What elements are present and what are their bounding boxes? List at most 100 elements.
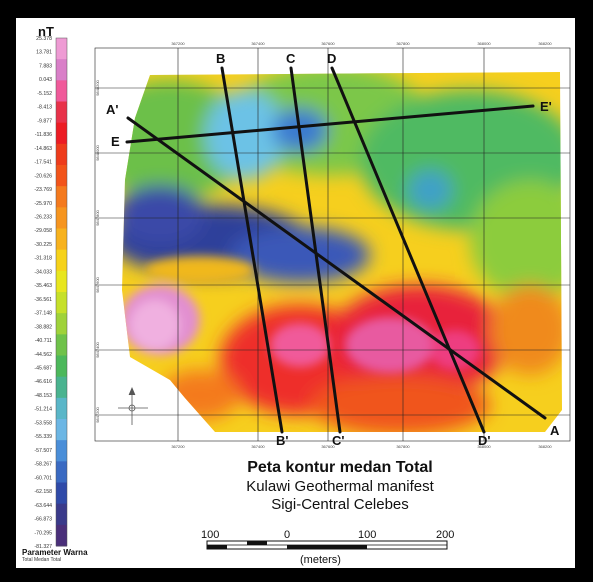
color-swatch xyxy=(56,101,67,124)
top-axis-tick: 367200 xyxy=(171,41,185,46)
legend-tick-label: -20.626 xyxy=(34,173,52,179)
north-arrow xyxy=(118,386,148,425)
color-bar-border xyxy=(55,37,68,547)
legend-unit: nT xyxy=(38,24,54,39)
profile-line-a xyxy=(126,116,547,420)
legend-tick-label: 0.043 xyxy=(39,77,52,83)
legend-tick-label: -45.687 xyxy=(34,366,52,372)
label-c: C xyxy=(286,51,296,66)
color-swatch xyxy=(56,334,67,356)
legend-tick-label: -81.327 xyxy=(34,544,52,550)
legend-tick-label: -48.153 xyxy=(34,393,52,399)
legend-tick-label: -66.873 xyxy=(34,517,52,523)
legend-tick-label: -53.558 xyxy=(34,420,52,426)
top-axis-tick: 368000 xyxy=(477,41,491,46)
left-axis-tick: 9847200 xyxy=(95,406,100,422)
legend-tick-label: -40.711 xyxy=(35,338,52,344)
color-swatch xyxy=(56,38,67,60)
color-swatch xyxy=(56,440,67,462)
profile-line-d xyxy=(330,66,486,434)
scale-label-100-right: 100 xyxy=(358,529,377,541)
label-a: A xyxy=(550,423,560,438)
top-axis-tick: 367600 xyxy=(321,41,335,46)
color-swatch xyxy=(56,59,67,81)
contour-field xyxy=(122,72,562,432)
legend-tick-label: 25.378 xyxy=(36,36,52,42)
legend-tick-label: -30.225 xyxy=(34,242,52,248)
color-swatch xyxy=(56,122,67,145)
color-swatch xyxy=(56,249,67,272)
color-swatch xyxy=(56,143,67,166)
label-b-prime: B' xyxy=(276,433,289,448)
label-d-prime: D' xyxy=(478,433,491,448)
profile-line-b xyxy=(220,66,284,434)
legend-tick-label: -46.616 xyxy=(34,379,52,385)
map-title: Peta kontur medan Total xyxy=(247,459,433,476)
color-swatch xyxy=(56,270,67,293)
top-axis-tick: 367400 xyxy=(251,41,265,46)
left-axis-tick: 9848000 xyxy=(95,144,100,160)
profile-line-e xyxy=(125,104,535,144)
legend-tick-label: -37.148 xyxy=(34,311,52,317)
scale-bar xyxy=(206,540,448,550)
scale-label-0: 0 xyxy=(284,529,291,541)
legend-tick-label: -63.644 xyxy=(34,503,52,509)
scale-unit: (meters) xyxy=(300,554,341,566)
legend-tick-label: -58.267 xyxy=(34,462,52,468)
legend-tick-label: -9.877 xyxy=(37,118,52,124)
legend-tick-label: -17.541 xyxy=(34,160,52,166)
legend-tick-label: -60.701 xyxy=(34,475,52,481)
color-swatch xyxy=(56,397,67,420)
legend-tick-label: -35.463 xyxy=(34,283,52,289)
legend-tick-label: -8.413 xyxy=(37,105,52,111)
legend-tick-label: -23.769 xyxy=(34,187,52,193)
profile-lines xyxy=(125,66,547,434)
legend-title: Parameter Warna xyxy=(22,548,88,557)
legend-tick-label: -25.970 xyxy=(34,201,52,207)
legend-tick-label: -70.295 xyxy=(34,530,52,536)
label-c-prime: C' xyxy=(332,433,345,448)
legend-tick-label: 13.781 xyxy=(36,50,52,56)
map-location: Sigi-Central Celebes xyxy=(271,496,409,513)
label-d: D xyxy=(327,51,337,66)
profile-line-c xyxy=(289,66,342,434)
legend-tick-label: -55.339 xyxy=(34,434,52,440)
color-swatch xyxy=(56,186,67,208)
legend-tick-label: -31.318 xyxy=(34,256,52,262)
color-swatch xyxy=(56,503,67,526)
color-swatch xyxy=(56,292,67,314)
legend-tick-label: -57.507 xyxy=(34,448,52,454)
legend-tick-label: -36.561 xyxy=(34,297,52,303)
label-e-prime: E' xyxy=(540,99,552,114)
bottom-axis-tick: 367400 xyxy=(251,444,265,449)
legend-tick-label: -34.033 xyxy=(34,269,52,275)
color-swatch xyxy=(56,80,67,102)
bottom-axis-tick: 368000 xyxy=(477,444,491,449)
bottom-axis-tick: 367600 xyxy=(321,444,335,449)
bottom-axis-tick: 367200 xyxy=(171,444,185,449)
legend-tick-label: -29.058 xyxy=(34,228,52,234)
color-swatch xyxy=(56,482,67,505)
color-scale-ticks: 25.378 13.781 7.883 0.043 -5.152 -8.413 -9.877… xyxy=(34,36,52,550)
label-b: B xyxy=(216,51,226,66)
legend-tick-label: -5.152 xyxy=(37,91,52,97)
legend-tick-label: -14.863 xyxy=(34,146,52,152)
color-swatch xyxy=(56,207,67,229)
legend-tick-label: -11.836 xyxy=(35,132,52,138)
legend-tick-label: -38.882 xyxy=(34,324,52,330)
color-swatch xyxy=(56,313,67,335)
color-swatch xyxy=(56,355,67,378)
color-scale-bar xyxy=(55,37,68,547)
legend-tick-label: -51.214 xyxy=(34,407,52,413)
left-axis-tick: 9847400 xyxy=(95,341,100,357)
color-swatch xyxy=(56,524,67,547)
bottom-axis-tick: 367800 xyxy=(396,444,410,449)
scale-label-100-left: 100 xyxy=(201,529,220,541)
bottom-axis-tick: 368200 xyxy=(538,444,552,449)
color-swatch xyxy=(56,228,67,251)
color-swatch xyxy=(56,419,67,441)
map-subtitle: Kulawi Geothermal manifest xyxy=(246,478,434,495)
label-a-prime: A' xyxy=(106,102,119,117)
left-axis-tick: 9848200 xyxy=(95,79,100,95)
